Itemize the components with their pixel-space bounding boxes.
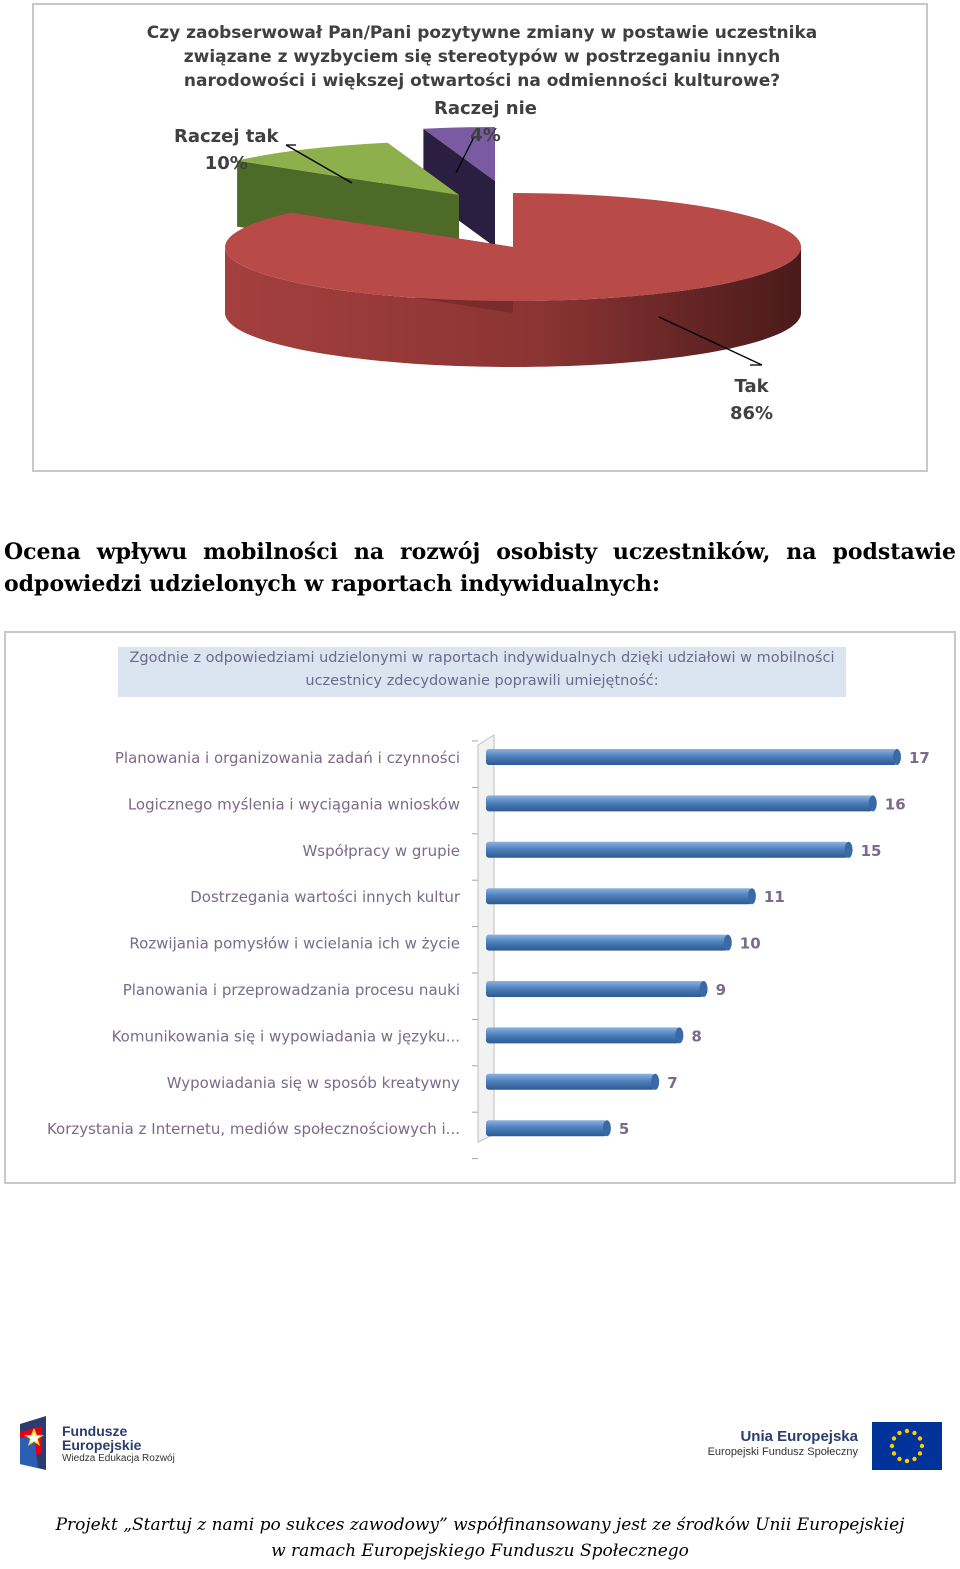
bar-end-cap <box>868 795 877 812</box>
section-heading-line-1: Ocena wpływu mobilności na rozwój osobis… <box>4 539 956 565</box>
bar-category-label: Wypowiadania się w sposób kreatywny <box>167 1074 460 1092</box>
bar-chart-panel: Zgodnie z odpowiedziami udzielonymi w ra… <box>4 631 956 1184</box>
eu-flag-star <box>889 1443 895 1449</box>
ue-logo-name: Unia Europejska <box>740 1428 858 1445</box>
bar-row: Współpracy w grupie 15 <box>302 841 882 860</box>
eu-flag-star <box>897 1430 902 1436</box>
bar-end-cap <box>651 1073 660 1090</box>
pie-slice-raczej-nie <box>423 127 495 181</box>
bar-end-cap <box>723 934 732 951</box>
bar-end-cap <box>675 1027 684 1044</box>
eu-flag-star <box>904 1428 910 1434</box>
bar <box>486 981 704 997</box>
bar <box>486 934 728 951</box>
bar-category-label: Planowania i przeprowadzania procesu nau… <box>123 981 460 999</box>
pie-title-line: narodowości i większej otwartości na odm… <box>183 71 781 91</box>
eu-flag-star <box>891 1451 897 1456</box>
footer-note-line-2: w ramach Europejskiego Funduszu Społeczn… <box>271 1541 689 1561</box>
eu-flag-star <box>904 1458 910 1464</box>
ue-logo-subtitle: Europejski Fundusz Społeczny <box>707 1446 858 1458</box>
bar-row: Dostrzegania wartości innych kultur 11 <box>190 888 785 906</box>
bar-end-cap <box>699 981 708 997</box>
eu-flag-star <box>897 1456 902 1462</box>
fundusze-europejskie-logo: Fundusze Europejskie Wiedza Edukacja Roz… <box>16 1414 196 1474</box>
bar-category-label: Korzystania z Internetu, mediów społeczn… <box>47 1120 460 1138</box>
pie-label-tak: Tak 86% <box>730 373 773 427</box>
bar <box>486 841 849 858</box>
bar-value-label: 10 <box>740 935 761 953</box>
pie-label-raczej-tak: Raczej tak 10% <box>174 123 279 177</box>
bar-category-label: Dostrzegania wartości innych kultur <box>190 888 461 906</box>
pie-chart-title: Czy zaobserwował Pan/Pani pozytywne zmia… <box>34 21 930 93</box>
pie-label-value: 86% <box>730 403 774 424</box>
bar-title-line: Zgodnie z odpowiedziami udzielonymi w ra… <box>129 650 835 666</box>
pie-chart-panel: Czy zaobserwował Pan/Pani pozytywne zmia… <box>32 3 928 472</box>
bar-category-label: Rozwijania pomysłów i wcielania ich w ży… <box>129 935 460 953</box>
bar-row: Planowania i organizowania zadań i czynn… <box>115 749 930 767</box>
pie-label-raczej-nie: Raczej nie 4% <box>434 95 537 149</box>
section-heading: Ocena wpływu mobilności na rozwój osobis… <box>4 536 956 600</box>
fundusze-europejskie-emblem-icon <box>20 1416 46 1470</box>
bar-end-cap <box>893 749 901 765</box>
footer-note-line-1: Projekt „Startuj z nami po sukces zawodo… <box>55 1515 905 1535</box>
bar-chart-title: Zgodnie z odpowiedziami udzielonymi w ra… <box>118 647 846 697</box>
bar-chart-svg: Planowania i organizowania zadań i czynn… <box>47 734 930 1160</box>
bar-end-cap <box>747 888 756 905</box>
eu-flag-star <box>917 1436 923 1441</box>
bar-category-label: Współpracy w grupie <box>302 842 460 860</box>
pie-leader-line-2 <box>455 136 475 174</box>
pie-leader-line-0 <box>658 316 763 366</box>
bar-row: Planowania i przeprowadzania procesu nau… <box>123 981 726 999</box>
bar <box>486 888 752 905</box>
bar-title-line: uczestnicy zdecydowanie poprawili umieję… <box>305 673 659 689</box>
pie-label-value: 4% <box>470 125 501 146</box>
eu-flag-star <box>919 1443 925 1449</box>
bar-value-label: 15 <box>861 842 882 860</box>
bar-row: Rozwijania pomysłów i wcielania ich w ży… <box>129 934 761 953</box>
bar-row: Korzystania z Internetu, mediów społeczn… <box>47 1120 629 1138</box>
unia-europejska-logo: Unia Europejska Europejski Fundusz Społe… <box>700 1418 944 1474</box>
bar-row: Komunikowania się i wypowiadania w język… <box>112 1027 702 1045</box>
bar <box>486 1027 680 1044</box>
fe-logo-subtitle: Wiedza Edukacja Rozwój <box>62 1453 175 1464</box>
pie-chart-svg <box>225 127 802 367</box>
pie-label-category: Raczej tak <box>174 126 279 147</box>
eu-flag-star <box>912 1456 917 1462</box>
bar-value-label: 5 <box>619 1120 629 1138</box>
fe-logo-name: Fundusze <box>62 1423 128 1439</box>
bar-row: Logicznego myślenia i wyciągania wnioskó… <box>128 795 906 813</box>
pie-label-category: Raczej nie <box>434 98 537 119</box>
bar-category-label: Logicznego myślenia i wyciągania wnioskó… <box>128 795 460 813</box>
pie-slice-raczej-tak <box>237 142 459 195</box>
pie-slice-tak <box>225 193 802 302</box>
pie-label-value: 10% <box>204 153 248 174</box>
bar <box>486 1120 607 1137</box>
bar <box>486 749 897 765</box>
bar <box>486 795 873 812</box>
bar-value-label: 16 <box>885 795 906 813</box>
bar-category-label: Planowania i organizowania zadań i czynn… <box>115 749 460 767</box>
bar-value-label: 7 <box>667 1074 677 1092</box>
eu-flag-star <box>891 1436 897 1441</box>
bar-value-label: 17 <box>909 749 930 767</box>
bar-row: Wypowiadania się w sposób kreatywny 7 <box>167 1073 678 1092</box>
footer-note: Projekt „Startuj z nami po sukces zawodo… <box>0 1512 960 1564</box>
eu-flag-star <box>912 1430 917 1436</box>
pie-slice-side <box>423 128 495 247</box>
eu-flag-icon <box>872 1422 942 1470</box>
pie-title-line: związane z wyzbyciem się stereotypów w p… <box>183 47 781 67</box>
section-heading-line-2: odpowiedzi udzielonych w raportach indyw… <box>4 571 661 597</box>
bar-category-label: Komunikowania się i wypowiadania w język… <box>112 1027 460 1045</box>
bar-value-label: 9 <box>716 981 726 999</box>
pie-label-category: Tak <box>734 376 769 397</box>
bar-value-label: 8 <box>691 1027 701 1045</box>
fe-logo-name-2: Europejskie <box>62 1437 142 1453</box>
pie-title-line: Czy zaobserwował Pan/Pani pozytywne zmia… <box>146 23 818 43</box>
bar-end-cap <box>844 841 853 858</box>
bar <box>486 1073 656 1090</box>
eu-flag-star <box>917 1451 923 1456</box>
bar-end-cap <box>602 1120 611 1137</box>
pie-leader-line-1 <box>285 144 353 184</box>
bar-value-label: 11 <box>764 888 785 906</box>
